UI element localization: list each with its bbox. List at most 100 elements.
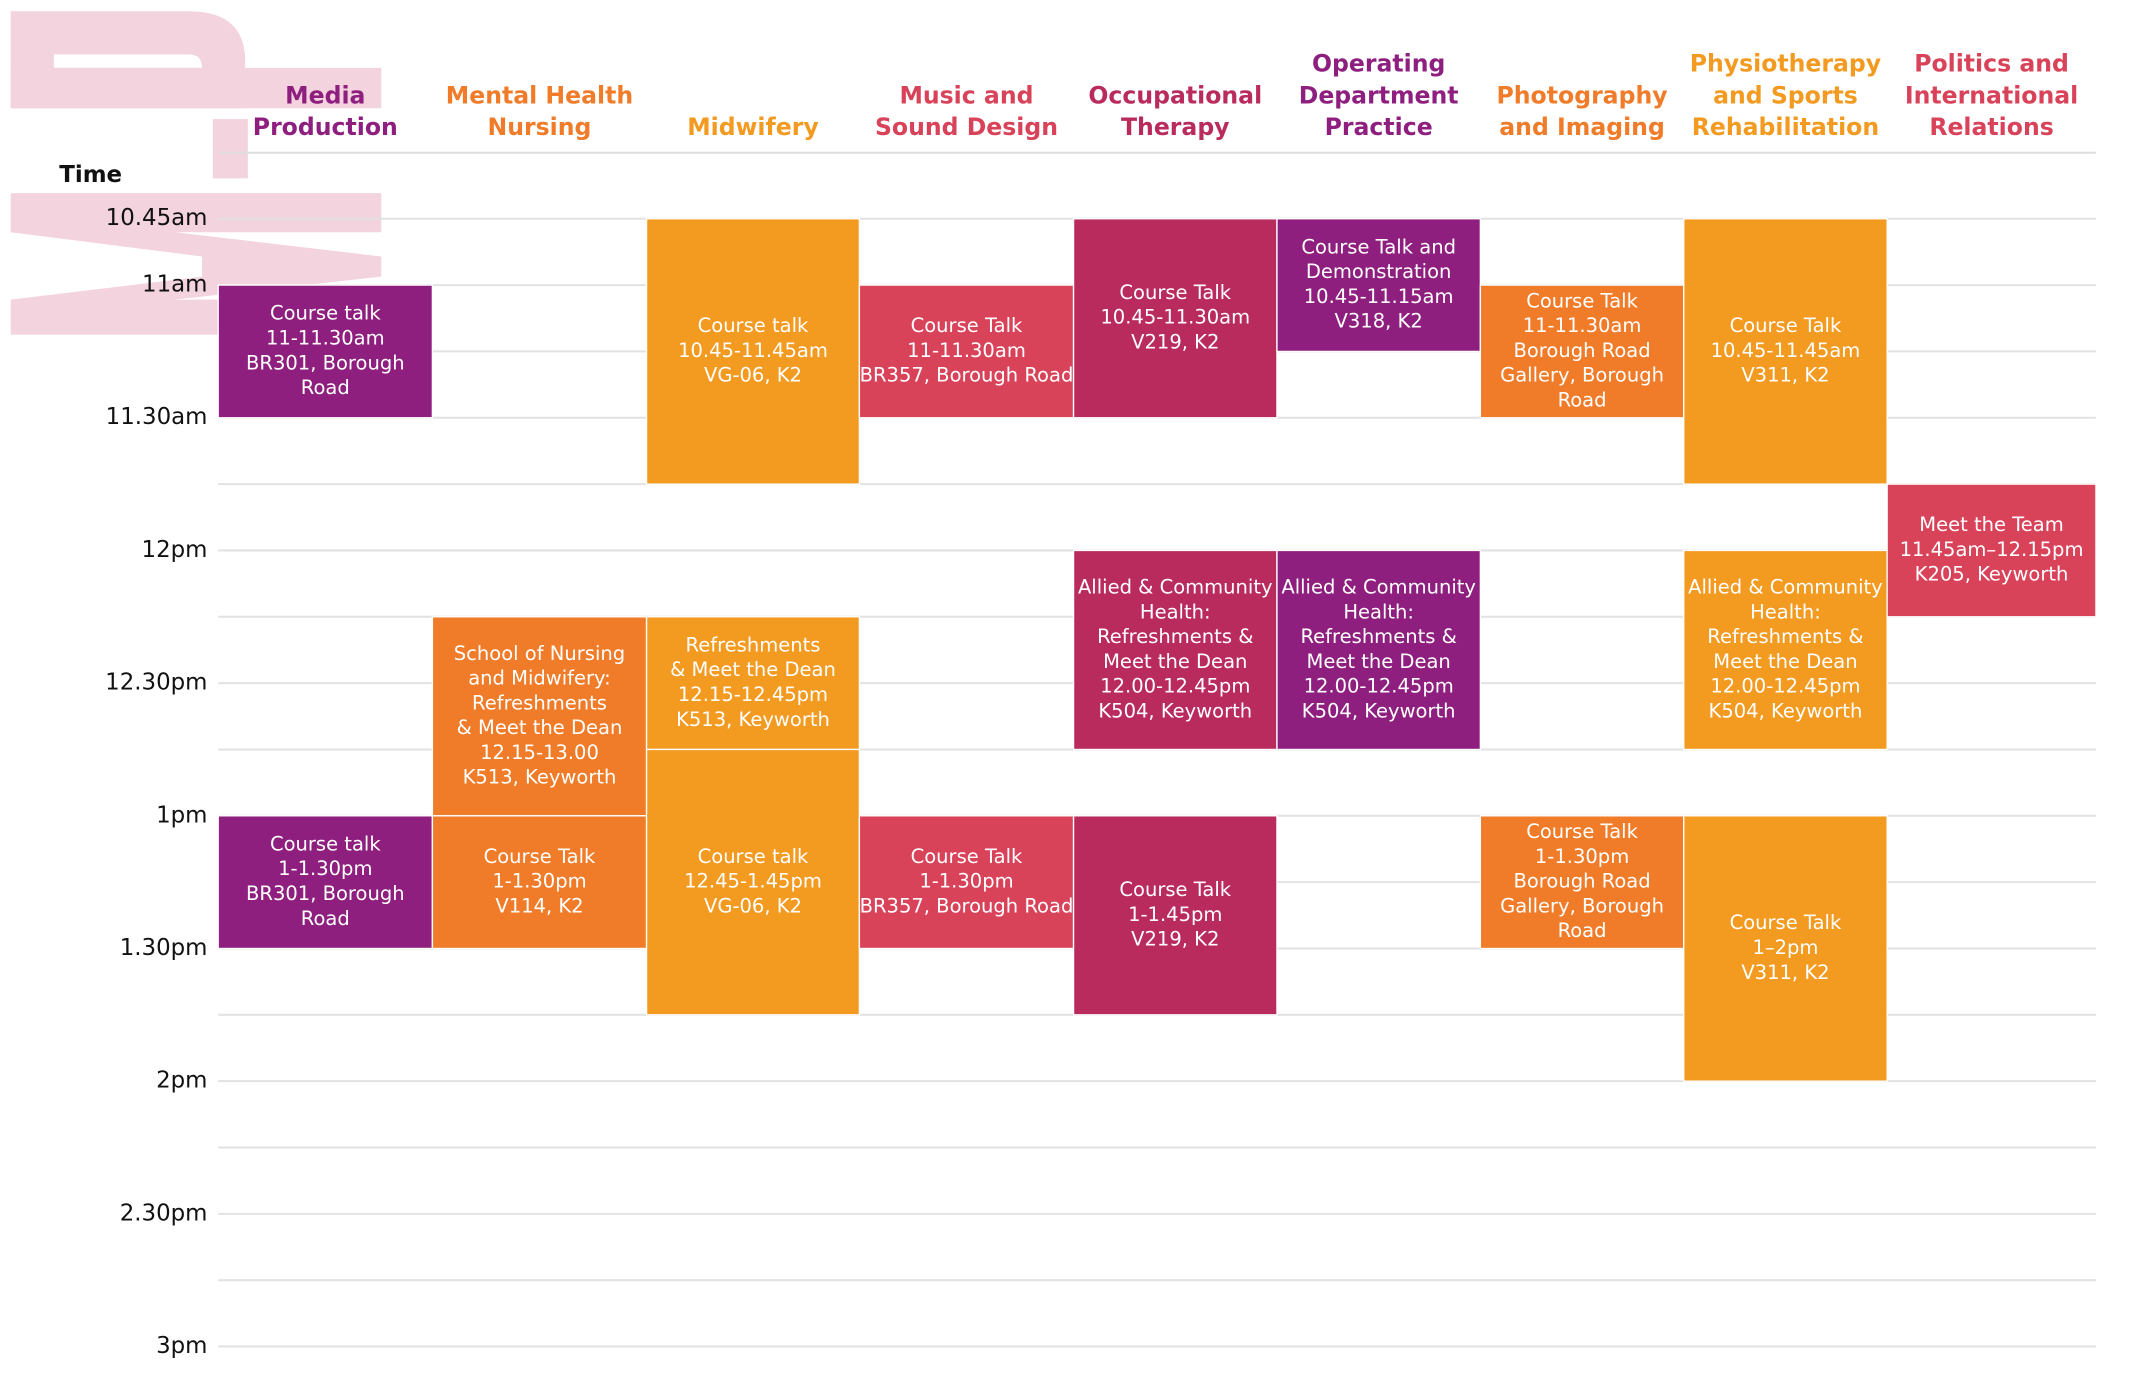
event-text: 11.45am–12.15pm [1900,538,2084,561]
event-text: K513, Keyworth [463,766,617,789]
event-text: VG-06, K2 [704,894,802,917]
event-block [431,616,648,817]
event-text: Course Talk [911,314,1023,337]
event-text: K513, Keyworth [676,708,830,731]
event-text: 10.45-11.15am [1304,285,1454,308]
column-header: Media [285,81,365,109]
event-text: 1-1.30pm [278,857,372,880]
event-text: & Meet the Dean [670,658,836,681]
column-header: Production [253,113,398,141]
time-heading: Time [59,162,122,188]
time-label: 11am [142,272,207,298]
event-text: 1-1.30pm [1535,845,1629,868]
event-text: Course Talk [1526,820,1638,843]
time-label: 1pm [156,802,207,828]
event-text: Course Talk [1119,281,1231,304]
column-header: and Imaging [1499,113,1665,141]
time-label: 2.30pm [120,1200,208,1226]
event-block [1276,549,1482,751]
event-text: Health: [1343,600,1414,623]
column-header: Rehabilitation [1692,113,1879,141]
decoration [10,11,382,335]
event-block [1072,815,1278,1016]
event-text: Refreshments & [1300,625,1456,648]
event-block [431,815,648,950]
time-label: 11.30am [106,404,208,430]
event-text: Refreshments & [1097,625,1253,648]
column-header: International [1905,81,2078,109]
event-text: Course Talk [1730,911,1842,934]
event-text: Course Talk [1526,289,1638,312]
event-text: 10.45-11.45am [1711,339,1861,362]
event-text: Gallery, Borough [1500,364,1664,387]
column-header: Therapy [1121,113,1230,141]
column-header: and Sports [1713,81,1858,109]
event-text: BR301, Borough [246,351,405,374]
time-label: 10.45am [106,205,208,231]
event-text: 11-11.30am [266,327,385,350]
column-header: Practice [1325,113,1433,141]
event-text: Demonstration [1306,260,1452,283]
column-header: Nursing [488,113,592,141]
event-text: V318, K2 [1335,310,1423,333]
event-text: Refreshments [686,633,821,656]
event-text: Allied & Community [1688,575,1883,598]
event-text: BR357, Borough Road [860,364,1074,387]
event-text: K205, Keyworth [1915,563,2069,586]
event-text: Meet the Dean [1103,650,1247,673]
event-text: V311, K2 [1741,961,1829,984]
event-text: Allied & Community [1281,575,1476,598]
event-block [1683,815,1888,1082]
event-text: Refreshments & [1707,625,1863,648]
event-text: K504, Keyworth [1098,699,1252,722]
event-block [645,218,861,485]
event-block [1683,218,1888,485]
event-text: Meet the Dean [1307,650,1451,673]
time-label: 2pm [156,1068,207,1094]
event-text: 1–2pm [1752,936,1818,959]
event-text: Meet the Dean [1713,650,1857,673]
event-text: & Meet the Dean [457,716,623,739]
column-header: Photography [1497,81,1668,109]
event-text: Road [1558,919,1607,942]
column-header: Music and [899,81,1033,109]
event-block [1072,549,1278,751]
event-block [1683,549,1888,751]
event-text: Borough Road [1513,339,1650,362]
event-text: Road [1558,388,1607,411]
event-block [645,616,861,751]
event-text: Refreshments [472,691,607,714]
column-header: Relations [1929,113,2053,141]
event-text: V311, K2 [1741,364,1829,387]
event-text: Road [301,907,350,930]
event-text: K504, Keyworth [1709,699,1863,722]
event-block [217,284,434,419]
event-text: Gallery, Borough [1500,894,1664,917]
event-text: 10.45-11.30am [1100,306,1250,329]
event-text: 1-1.30pm [492,870,586,893]
event-text: Course talk [270,302,381,325]
event-text: V219, K2 [1131,331,1219,354]
event-block [1479,284,1685,419]
event-text: Course talk [698,845,809,868]
event-text: 12.15-13.00 [480,741,599,764]
event-text: Road [301,376,350,399]
event-text: 10.45-11.45am [678,339,828,362]
column-header: Operating [1312,50,1445,78]
column-header: Mental Health [446,81,633,109]
event-text: Health: [1750,600,1821,623]
time-label: 12.30pm [105,670,207,696]
event-text: Allied & Community [1078,575,1273,598]
event-text: K504, Keyworth [1302,699,1456,722]
event-text: 12.00-12.45pm [1710,675,1860,698]
event-text: School of Nursing [454,642,625,665]
event-text: Health: [1140,600,1211,623]
event-block [645,748,861,1016]
event-text: 1-1.45pm [1128,903,1222,926]
event-text: 11-11.30am [1523,314,1642,337]
event-text: Borough Road [1513,870,1650,893]
event-block [858,815,1075,950]
event-text: 12.15-12.45pm [678,683,828,706]
event-block [1479,815,1685,950]
